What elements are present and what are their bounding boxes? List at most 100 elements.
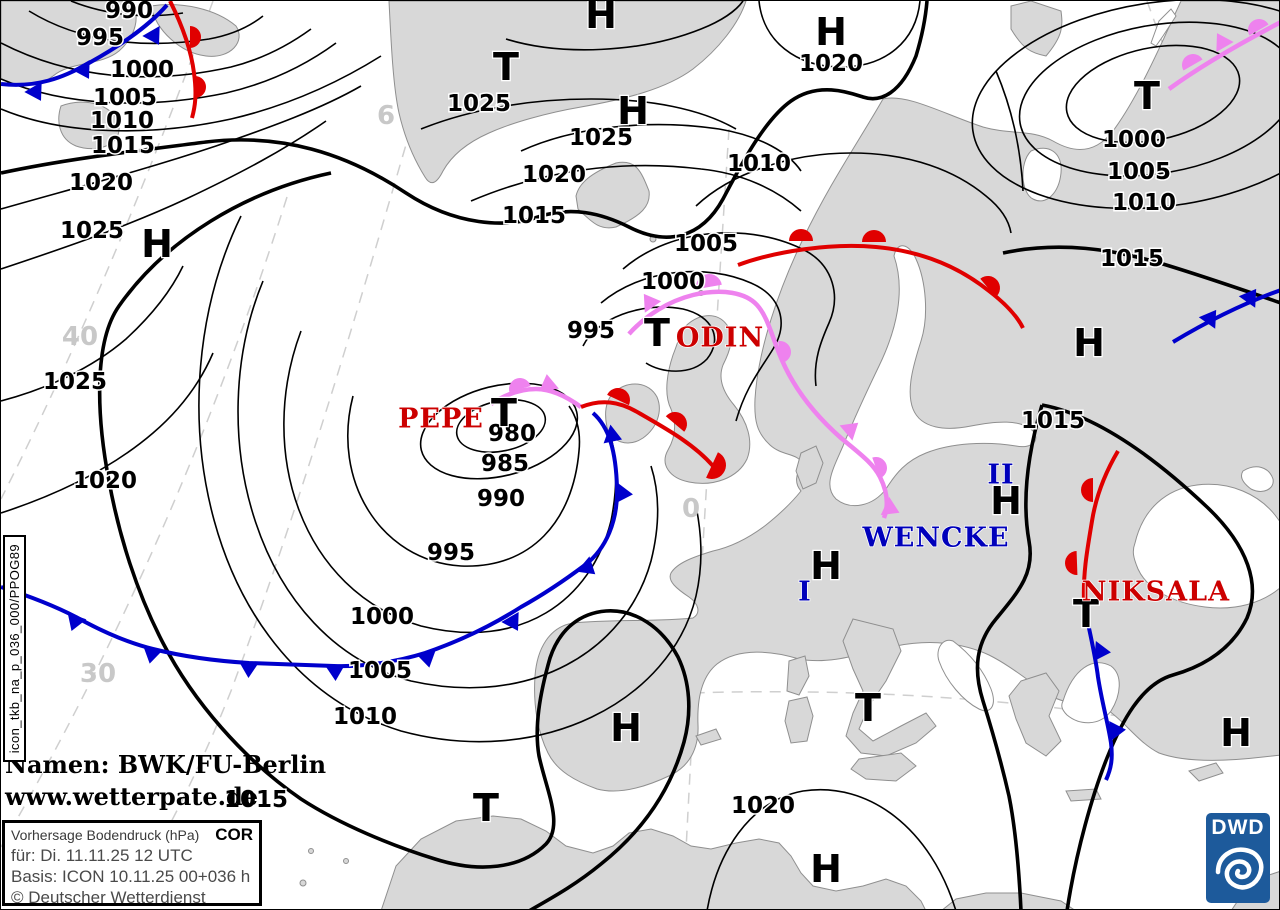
black-sea (1132, 483, 1279, 609)
credits-url-line: www.wetterpate.de (5, 782, 259, 811)
isobar-value-label: 1020 (69, 170, 133, 196)
isobar-value-label: 1025 (60, 218, 124, 244)
isobar-value-label: 1000 (350, 604, 414, 630)
isobar-value-label: 1015 (1021, 408, 1085, 434)
isobar-value-label: 1010 (333, 704, 397, 730)
high-pressure-center: H (810, 847, 842, 891)
credits-names-line: Namen: BWK/FU-Berlin (5, 750, 327, 779)
isobar-value-label: 1000 (110, 57, 174, 83)
warm-front-pepe (580, 400, 715, 468)
isobar-value-label: 1010 (1112, 190, 1176, 216)
isobar-value-label: 1000 (1102, 127, 1166, 153)
system-name-label: PEPE (398, 404, 484, 435)
occluded-front-pepe (489, 386, 583, 409)
high-pressure-center: H (815, 10, 847, 54)
iceland (575, 161, 650, 229)
isobar-value-label: 985 (481, 451, 529, 477)
high-pressure-center: H (1073, 321, 1105, 365)
high-pressure-center: H (610, 706, 642, 750)
isobar-value-label: 1020 (731, 793, 795, 819)
dwd-logo: DWD (1206, 813, 1270, 903)
white-sea (1022, 147, 1062, 202)
svalbard (1010, 1, 1063, 57)
dwd-spiral-icon (1215, 847, 1264, 890)
isobar-value-label: 1010 (90, 108, 154, 134)
corsica (786, 655, 810, 696)
isobar-value-label: 1025 (43, 369, 107, 395)
warm-front-scandinavia (737, 243, 1025, 329)
dwd-logo-text: DWD (1211, 816, 1265, 839)
isobar-value-label: 1015 (91, 133, 155, 159)
cold-front-niksala (1082, 604, 1114, 781)
longitude-label: 6 (377, 101, 395, 131)
high-pressure-center: H (617, 89, 649, 133)
isobar-value-label: 995 (567, 318, 615, 344)
isobar-value-label: 1020 (522, 162, 586, 188)
map-labels-layer: 9909951000100510101015102010251025102010… (41, 1, 1253, 892)
madeira-island (343, 858, 349, 864)
system-name-label: I (798, 577, 812, 608)
longitude-label: 30 (80, 659, 116, 689)
isobar-value-label: 990 (477, 486, 525, 512)
africa-east-strip (942, 892, 1074, 909)
cor-flag: COR (215, 825, 253, 844)
low-pressure-center: T (491, 391, 517, 435)
balearic-islands (695, 728, 722, 746)
sicily (850, 752, 917, 782)
isobar-value-label: 995 (427, 540, 475, 566)
isobar-value-label: 1005 (674, 231, 738, 257)
isobar-value-label: 1020 (73, 468, 137, 494)
isobar-value-label: 1005 (348, 658, 412, 684)
high-pressure-center: H (141, 222, 173, 266)
labrador-island (58, 101, 120, 150)
italy (842, 618, 937, 757)
isobar-value-label: 1005 (93, 85, 157, 111)
longitude-label: 0 (682, 494, 700, 524)
greece (1008, 672, 1062, 757)
greenland (388, 1, 747, 184)
product-code-text: icon_tkb_na_p_036_000/PPOG89 (7, 543, 22, 754)
isobar-value-label: 1015 (502, 203, 566, 229)
cold-front-pepe (1, 411, 620, 669)
isobar-value-label: 990 (105, 1, 153, 24)
product-code-box: icon_tkb_na_p_036_000/PPOG89 (3, 535, 26, 762)
front-symbols (24, 19, 1269, 741)
copyright-line: © Deutscher Wetterdienst (11, 888, 206, 907)
isobar-value-label: 1010 (727, 151, 791, 177)
low-pressure-center: T (493, 45, 519, 89)
warm-front-niksala (1081, 449, 1120, 602)
model-basis-line: Basis: ICON 10.11.25 00+036 h (11, 867, 251, 886)
isobar-value-label: 1000 (641, 269, 705, 295)
system-name-label: II (987, 460, 1014, 491)
system-name-label: NIKSALA (1082, 577, 1230, 608)
low-pressure-center: T (473, 786, 499, 830)
north-africa (381, 815, 926, 909)
azores-island (308, 848, 314, 854)
system-name-label: WENCKE (861, 523, 1009, 554)
sea-of-azov (1240, 466, 1274, 492)
occluded-front-northeast (1167, 20, 1279, 91)
denmark (795, 445, 824, 490)
low-pressure-center: T (1073, 592, 1099, 636)
valid-time-line: für: Di. 11.11.25 12 UTC (11, 846, 193, 865)
cyprus (1188, 762, 1224, 782)
isobar-value-label: 1015 (224, 787, 288, 813)
credits-block: Namen: BWK/FU-Berlin www.wetterpate.de (5, 749, 326, 813)
longitude-label: 40 (62, 322, 98, 352)
low-pressure-center: T (644, 311, 670, 355)
isobar-value-label: 995 (76, 25, 124, 51)
high-pressure-center: H (1220, 711, 1252, 755)
canary-island (299, 879, 307, 887)
high-pressure-center: H (990, 479, 1022, 523)
isobar-value-label: 1020 (799, 51, 863, 77)
product-title: Vorhersage Bodendruck (hPa) (11, 827, 200, 843)
isobar-value-label: 1025 (569, 125, 633, 151)
isobar-value-label: 1025 (447, 91, 511, 117)
system-name-label: ODIN (676, 323, 764, 354)
warm-front-greenland (168, 1, 198, 119)
